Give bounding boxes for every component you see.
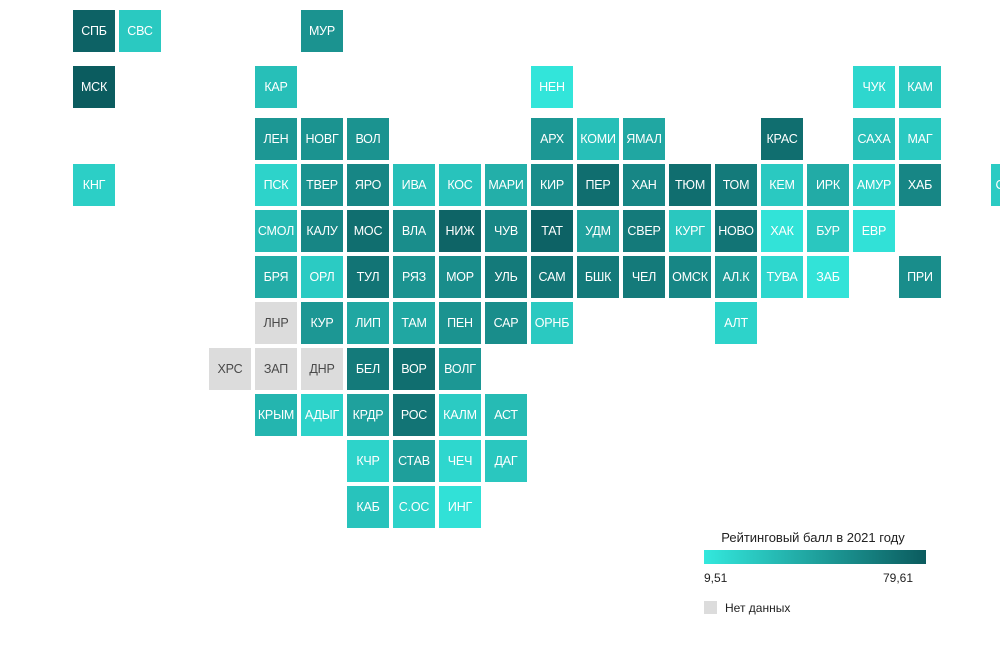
region-tile[interactable]: СМОЛ — [255, 210, 297, 252]
region-tile[interactable]: МСК — [73, 66, 115, 108]
region-tile[interactable]: УДМ — [577, 210, 619, 252]
region-tile[interactable]: ДАГ — [485, 440, 527, 482]
region-tile[interactable]: ЗАП — [255, 348, 297, 390]
region-tile[interactable]: ОРНБ — [531, 302, 573, 344]
region-tile[interactable]: КНГ — [73, 164, 115, 206]
region-tile[interactable]: АЛТ — [715, 302, 757, 344]
region-tile[interactable]: ЧУК — [853, 66, 895, 108]
region-tile[interactable]: МУР — [301, 10, 343, 52]
region-tile[interactable]: СХЛН — [991, 164, 1000, 206]
region-tile[interactable]: АЛ.К — [715, 256, 757, 298]
region-tile[interactable]: САМ — [531, 256, 573, 298]
region-tile[interactable]: ТАМ — [393, 302, 435, 344]
region-tile[interactable]: КОМИ — [577, 118, 619, 160]
region-tile[interactable]: ДНР — [301, 348, 343, 390]
region-tile[interactable]: МОР — [439, 256, 481, 298]
region-tile[interactable]: АДЫГ — [301, 394, 343, 436]
region-tile[interactable]: ЯМАЛ — [623, 118, 665, 160]
region-tile[interactable]: РОС — [393, 394, 435, 436]
region-tile[interactable]: ПЕР — [577, 164, 619, 206]
legend-nodata-swatch — [704, 601, 717, 614]
region-tile[interactable]: КЕМ — [761, 164, 803, 206]
region-tile[interactable]: СПБ — [73, 10, 115, 52]
legend-gradient-bar — [704, 550, 926, 564]
region-tile[interactable]: ВОР — [393, 348, 435, 390]
region-tile[interactable]: ХАК — [761, 210, 803, 252]
region-tile[interactable]: СВЕР — [623, 210, 665, 252]
region-tile[interactable]: МОС — [347, 210, 389, 252]
region-tile[interactable]: АМУР — [853, 164, 895, 206]
region-tile[interactable]: НОВО — [715, 210, 757, 252]
region-tile[interactable]: КАЛМ — [439, 394, 481, 436]
region-tile[interactable]: ЧЕЛ — [623, 256, 665, 298]
region-tile[interactable]: ИНГ — [439, 486, 481, 528]
region-tile[interactable]: КЧР — [347, 440, 389, 482]
region-tile[interactable]: ЧЕЧ — [439, 440, 481, 482]
region-tile[interactable]: КАМ — [899, 66, 941, 108]
region-tile[interactable]: ТЮМ — [669, 164, 711, 206]
region-tile[interactable]: ЛИП — [347, 302, 389, 344]
region-tile[interactable]: ИВА — [393, 164, 435, 206]
region-tile[interactable]: НИЖ — [439, 210, 481, 252]
region-tile[interactable]: МАГ — [899, 118, 941, 160]
region-tile[interactable]: ЧУВ — [485, 210, 527, 252]
region-tile[interactable]: ПРИ — [899, 256, 941, 298]
region-tile[interactable]: ЕВР — [853, 210, 895, 252]
region-tile[interactable]: ЯРО — [347, 164, 389, 206]
legend-max-label: 79,61 — [883, 571, 914, 585]
region-tile[interactable]: ЛНР — [255, 302, 297, 344]
region-tile[interactable]: КАБ — [347, 486, 389, 528]
region-tile[interactable]: КИР — [531, 164, 573, 206]
region-tile[interactable]: ТОМ — [715, 164, 757, 206]
region-tile[interactable]: ХАБ — [899, 164, 941, 206]
legend-nodata-label: Нет данных — [725, 601, 791, 615]
region-tile[interactable]: ТУВА — [761, 256, 803, 298]
region-tile[interactable]: АРХ — [531, 118, 573, 160]
region-tile[interactable]: РЯЗ — [393, 256, 435, 298]
region-tile[interactable]: БЕЛ — [347, 348, 389, 390]
region-tile[interactable]: С.ОС — [393, 486, 435, 528]
region-tile[interactable]: ОМСК — [669, 256, 711, 298]
region-tile[interactable]: ВОЛГ — [439, 348, 481, 390]
region-tile[interactable]: ТУЛ — [347, 256, 389, 298]
region-tile[interactable]: КОС — [439, 164, 481, 206]
region-tile[interactable]: МАРИ — [485, 164, 527, 206]
region-tile[interactable]: КРЫМ — [255, 394, 297, 436]
legend-min-label: 9,51 — [704, 571, 728, 585]
region-tile[interactable]: САХА — [853, 118, 895, 160]
region-tile[interactable]: КРАС — [761, 118, 803, 160]
region-tile[interactable]: АСТ — [485, 394, 527, 436]
region-tile[interactable]: НЕН — [531, 66, 573, 108]
region-tile[interactable]: ПСК — [255, 164, 297, 206]
region-tile[interactable]: ХАН — [623, 164, 665, 206]
region-tile[interactable]: БШК — [577, 256, 619, 298]
region-tile[interactable]: СТАВ — [393, 440, 435, 482]
region-tile[interactable]: КАР — [255, 66, 297, 108]
region-tile[interactable]: ЗАБ — [807, 256, 849, 298]
region-tile[interactable]: НОВГ — [301, 118, 343, 160]
region-tile[interactable]: КУР — [301, 302, 343, 344]
region-tile[interactable]: ВОЛ — [347, 118, 389, 160]
region-tile[interactable]: ОРЛ — [301, 256, 343, 298]
region-tile[interactable]: КРДР — [347, 394, 389, 436]
region-tile[interactable]: ТВЕР — [301, 164, 343, 206]
region-tile[interactable]: ВЛА — [393, 210, 435, 252]
region-tile[interactable]: ХРС — [209, 348, 251, 390]
region-tile[interactable]: ИРК — [807, 164, 849, 206]
region-tile[interactable]: КАЛУ — [301, 210, 343, 252]
region-tile[interactable]: ЛЕН — [255, 118, 297, 160]
region-tile[interactable]: УЛЬ — [485, 256, 527, 298]
region-tile[interactable]: ТАТ — [531, 210, 573, 252]
region-tile[interactable]: БРЯ — [255, 256, 297, 298]
region-tile[interactable]: СВС — [119, 10, 161, 52]
region-tile[interactable]: БУР — [807, 210, 849, 252]
region-tile[interactable]: ПЕН — [439, 302, 481, 344]
legend-title: Рейтинговый балл в 2021 году — [721, 530, 905, 545]
region-tile[interactable]: КУРГ — [669, 210, 711, 252]
region-tile[interactable]: САР — [485, 302, 527, 344]
